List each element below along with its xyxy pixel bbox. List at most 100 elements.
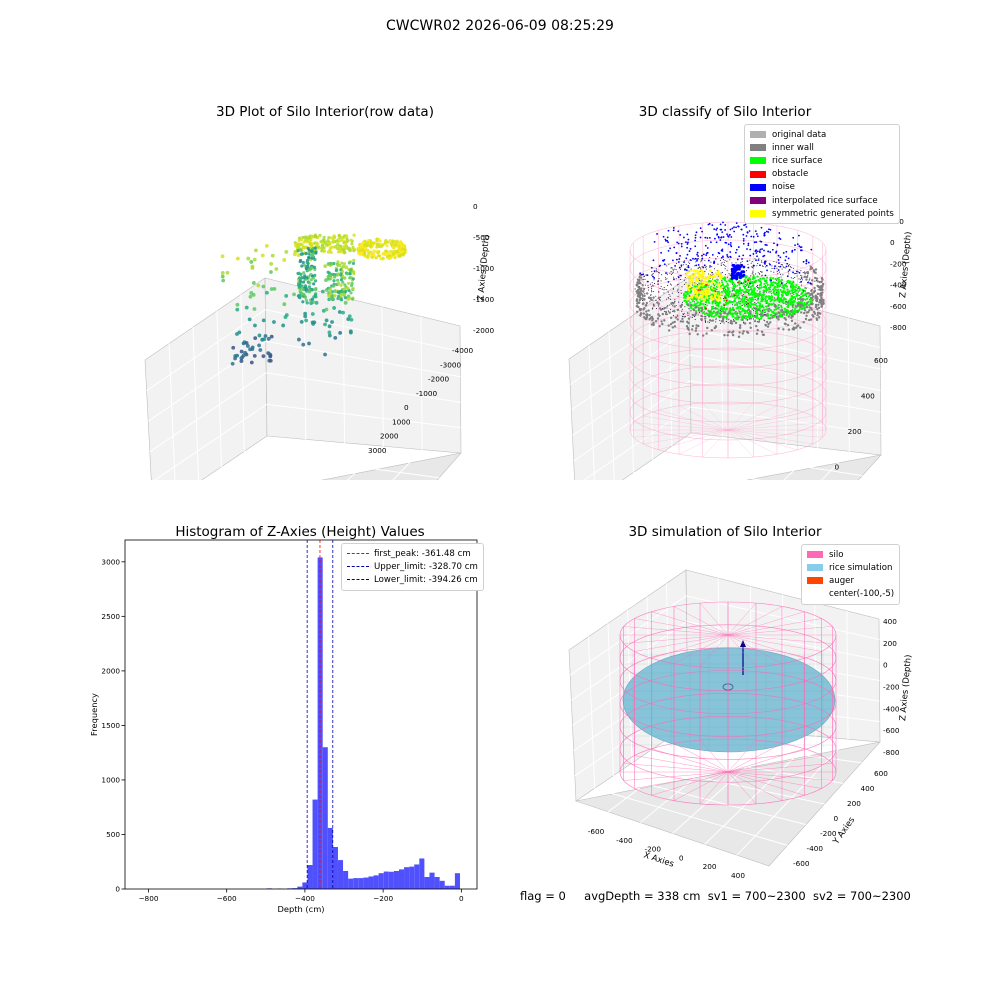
class-point (686, 293, 689, 296)
class-point (727, 295, 730, 298)
class-point (792, 311, 795, 314)
class-point (748, 293, 752, 296)
class-point (697, 304, 700, 307)
class-point (724, 297, 727, 300)
class-point (669, 247, 672, 250)
class-point (786, 309, 789, 312)
class-point (780, 282, 783, 285)
class-point (729, 251, 732, 253)
class-point (730, 267, 734, 271)
class-point (777, 254, 780, 257)
class-point (658, 278, 660, 280)
class-point (704, 301, 707, 304)
class-point (756, 294, 759, 298)
y-tick-label: 500 (106, 830, 120, 839)
class-point (797, 324, 800, 327)
class-point (799, 281, 801, 283)
scatter-point (306, 264, 310, 268)
class-point (778, 271, 780, 273)
scatter-point (249, 360, 254, 365)
class-point (704, 244, 707, 247)
class-point (640, 273, 643, 276)
scatter-point (248, 294, 253, 299)
class-point (729, 319, 733, 323)
scatter-point (309, 241, 314, 246)
scatter-point (303, 311, 308, 316)
class-point (793, 294, 795, 296)
class-point (782, 252, 785, 254)
class-point (699, 269, 703, 272)
class-point (801, 299, 804, 302)
panel4-legend: silo rice simulation auger center(-100,-5) (801, 544, 901, 605)
class-point (681, 308, 683, 310)
class-point (738, 305, 742, 308)
y-tick-label: 3000 (101, 557, 120, 566)
class-point (719, 259, 722, 261)
scatter-point (262, 337, 266, 342)
class-point (738, 283, 741, 286)
class-point (756, 265, 758, 267)
class-point (767, 228, 770, 231)
class-point (738, 302, 742, 305)
scatter-point (260, 253, 265, 258)
class-point (814, 296, 817, 300)
class-point (728, 290, 731, 293)
class-point (808, 279, 810, 281)
class-point (801, 291, 804, 294)
class-point (711, 224, 714, 227)
scatter-point (305, 301, 309, 305)
class-point (802, 320, 805, 324)
histogram-bar (409, 866, 415, 889)
scatter-point (300, 291, 304, 296)
histogram-bar (419, 858, 425, 889)
class-point (672, 309, 676, 313)
histogram-bar (312, 799, 318, 889)
class-point (713, 310, 716, 313)
class-point (703, 295, 706, 298)
class-point (722, 255, 724, 258)
class-point (770, 270, 772, 272)
class-point (637, 285, 640, 289)
silo-spoke (678, 405, 729, 431)
class-point (813, 271, 816, 274)
class-point (749, 326, 752, 329)
class-point (683, 315, 685, 317)
class-point (762, 299, 764, 301)
histogram-bar (297, 886, 303, 889)
class-point (806, 297, 809, 300)
class-point (730, 236, 733, 238)
class-point (795, 289, 798, 292)
scatter-point (368, 243, 372, 247)
class-point (712, 274, 716, 277)
class-point (734, 321, 738, 325)
class-point (761, 271, 763, 273)
class-point (650, 266, 653, 269)
scatter-point (347, 261, 351, 265)
class-point (689, 301, 692, 304)
grid-line (265, 340, 461, 378)
class-point (737, 264, 741, 268)
scatter-point (349, 317, 354, 322)
class-point (687, 317, 691, 320)
class-point (803, 275, 807, 279)
class-point (729, 322, 731, 324)
scatter-point (244, 341, 249, 345)
scatter-point (302, 240, 306, 244)
class-point (722, 298, 725, 300)
class-point (757, 317, 760, 320)
scatter-point (341, 280, 345, 284)
scatter-point (330, 295, 334, 299)
scatter-point (372, 254, 376, 258)
scatter-point (269, 334, 274, 339)
scatter-point (365, 243, 369, 247)
class-point (705, 254, 708, 256)
class-point (694, 245, 697, 248)
scatter-point (302, 246, 306, 250)
class-point (764, 266, 766, 268)
class-point (719, 312, 722, 316)
class-point (714, 297, 718, 301)
class-point (677, 295, 679, 297)
y-tick-label: 0 (404, 403, 409, 412)
class-point (642, 299, 644, 302)
silo-spoke (727, 429, 813, 445)
